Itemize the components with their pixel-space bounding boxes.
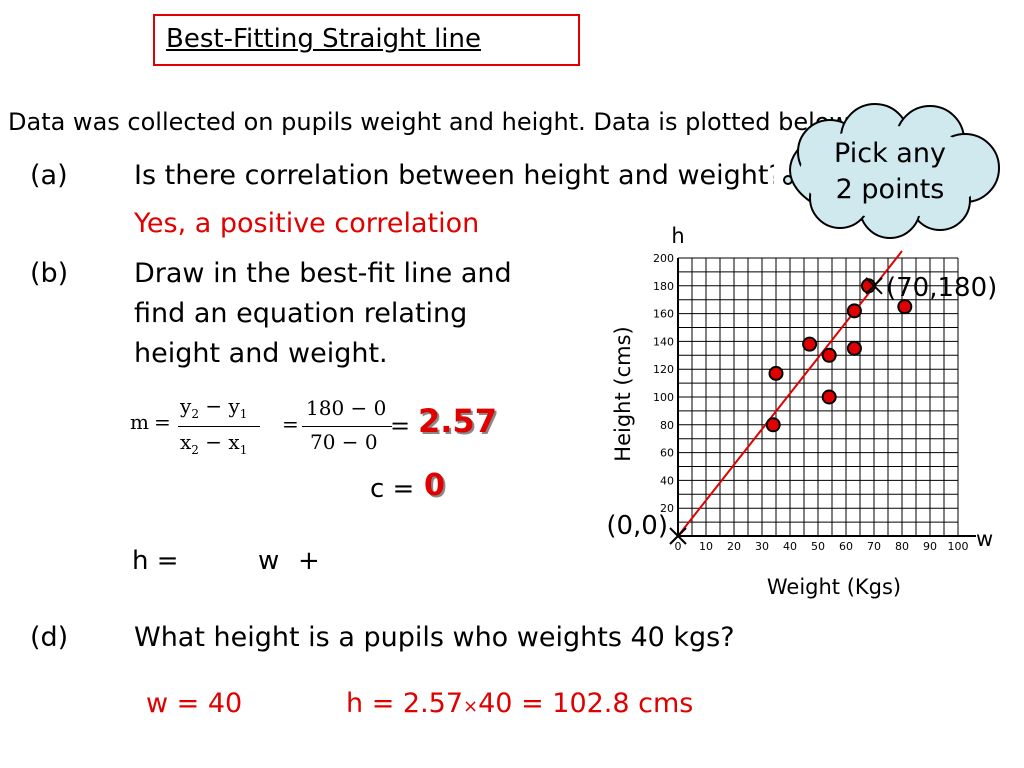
- formula-denominator: x2 − x1: [180, 430, 247, 457]
- formula-eq-3: =: [390, 412, 411, 440]
- equation-h: h =: [132, 546, 179, 576]
- x-tick-label: 40: [783, 540, 797, 553]
- chart-labels: Weight (Kgs) Height (cms) w h: [611, 224, 993, 599]
- data-point: [821, 389, 837, 405]
- y-tick-label: 100: [653, 391, 674, 404]
- y-tick-label: 40: [660, 474, 674, 487]
- formula-y1: y: [228, 394, 240, 418]
- formula-x2-sub: 2: [191, 443, 199, 457]
- part-b-line-3: height and weight.: [134, 338, 388, 369]
- x-tick-label: 20: [727, 540, 741, 553]
- formula-y2-sub: 2: [191, 407, 199, 421]
- x-axis-label: Weight (Kgs): [767, 575, 901, 599]
- cloud-callout: [783, 103, 1000, 239]
- y-axis-letter: h: [671, 224, 684, 248]
- equation-plus: +: [298, 546, 320, 576]
- gradient-value: 2.57: [418, 402, 497, 440]
- x-tick-label: 80: [895, 540, 909, 553]
- formula-x2: x: [180, 430, 192, 454]
- x-tick-label: 10: [699, 540, 713, 553]
- formula-eq-1: =: [154, 410, 171, 434]
- cloud-line-2: 2 points: [835, 174, 945, 205]
- y-axis-label: Height (cms): [611, 326, 635, 461]
- x-tick-label: 70: [867, 540, 881, 553]
- x-axis-letter: w: [976, 527, 993, 551]
- y-tick-label: 60: [660, 447, 674, 460]
- equation-w: w: [258, 546, 280, 576]
- title-box: [153, 14, 580, 66]
- x-tick-label: 60: [839, 540, 853, 553]
- data-point: [802, 336, 818, 352]
- part-a-question: Is there correlation between height and …: [134, 160, 774, 191]
- formula-x1-sub: 1: [239, 443, 248, 457]
- intro-text: Data was collected on pupils weight and …: [8, 108, 855, 136]
- part-d-question: What height is a pupils who weights 40 k…: [134, 622, 735, 653]
- x-tick-label: 30: [755, 540, 769, 553]
- part-a-label: (a): [30, 160, 68, 191]
- part-d-h-post: 40 = 102.8 cms: [478, 688, 694, 719]
- data-point: [768, 365, 784, 381]
- data-point: [846, 303, 862, 319]
- cross-mark: [865, 277, 883, 295]
- formula-x1: x: [228, 430, 240, 454]
- y-tick-label: 160: [653, 308, 674, 321]
- data-point: [765, 417, 781, 433]
- chart-marked-points: (0,0) (70,180): [606, 273, 997, 545]
- formula-minus-2: −: [205, 430, 223, 454]
- formula-minus-1: −: [205, 394, 223, 418]
- formula-m: m: [130, 410, 149, 434]
- part-a-answer: Yes, a positive correlation: [134, 208, 480, 239]
- part-d-h-pre: h = 2.57: [346, 688, 464, 719]
- best-fit-line: [677, 250, 903, 537]
- y-tick-label: 200: [653, 252, 674, 265]
- formula-y1-sub: 1: [239, 407, 248, 421]
- chart-grid: [677, 257, 976, 537]
- y-tick-label: 120: [653, 363, 674, 376]
- y-tick-label: 140: [653, 335, 674, 348]
- formula-eq-2: =: [282, 412, 299, 436]
- x-tick-label: 100: [948, 540, 969, 553]
- part-b-line-1: Draw in the best-fit line and: [134, 258, 512, 289]
- c-label: c =: [370, 474, 415, 504]
- page-title: Best-Fitting Straight line: [166, 24, 482, 54]
- y-tick-label: 80: [660, 419, 674, 432]
- best-fit-line-group: [677, 250, 903, 537]
- part-b-label: (b): [30, 258, 69, 289]
- formula-den-values: 70 − 0: [310, 430, 378, 454]
- marked-point-label: (70,180): [886, 273, 997, 303]
- marked-point-label: (0,0): [606, 511, 668, 541]
- x-tick-label: 90: [923, 540, 937, 553]
- part-d-label: (d): [30, 622, 69, 653]
- part-d-times: ×: [463, 696, 479, 717]
- chart-ticks: 0 10 20 30 40 50 60 70 80 90 100 20 40 60 80 100 120 140 1…: [653, 252, 969, 553]
- part-d-w-answer: w = 40: [146, 688, 243, 719]
- data-point: [846, 340, 862, 356]
- cloud-text: Pick any 2 points: [790, 136, 990, 208]
- formula-numerator: y2 − y1: [180, 394, 247, 421]
- formula-fraction-bar-2: [302, 426, 392, 427]
- cloud-line-1: Pick any: [834, 138, 946, 169]
- part-b-line-2: find an equation relating: [134, 298, 468, 329]
- y-tick-label: 180: [653, 280, 674, 293]
- data-point: [897, 299, 913, 315]
- x-tick-label: 50: [811, 540, 825, 553]
- x-tick-label: 0: [675, 540, 682, 553]
- c-value: 0: [424, 468, 445, 503]
- formula-fraction-bar-1: [178, 426, 260, 427]
- data-point: [821, 347, 837, 363]
- part-d-h-answer: h = 2.57×40 = 102.8 cms: [346, 688, 693, 719]
- formula-num-values: 180 − 0: [306, 396, 387, 420]
- formula-y2: y: [180, 394, 192, 418]
- y-tick-label: 20: [660, 502, 674, 515]
- cross-mark: [669, 527, 687, 545]
